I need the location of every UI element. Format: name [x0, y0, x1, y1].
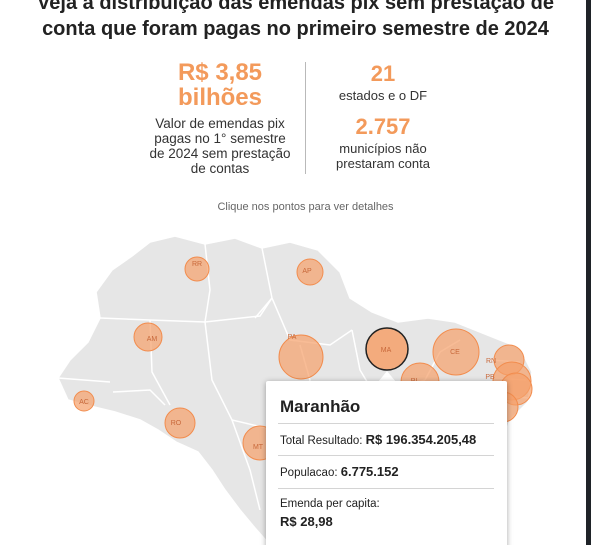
stat-municipalities-desc-line-2: prestaram conta: [336, 156, 430, 171]
bubble-label-ap: AP: [302, 268, 312, 275]
tooltip-total-label: Total Resultado:: [280, 435, 363, 447]
headline: Veja a distribuição das emendas pix sem …: [0, 0, 591, 42]
bubble-label-am: AM: [147, 336, 158, 343]
bubble-ma[interactable]: MA: [365, 327, 409, 371]
bubble-pa[interactable]: PA: [278, 334, 324, 380]
stat-states-value: 21: [370, 61, 396, 86]
stat-states-description: estados e o DF: [338, 88, 428, 103]
bubble-ac[interactable]: AC: [73, 390, 95, 412]
bubble-label-ac: AC: [79, 399, 89, 406]
stat-total-desc-line-1: Valor de emendas pix: [155, 116, 285, 131]
bubble-label-mt: MT: [253, 444, 264, 451]
stat-total-amount: R$ 3,85 bilhões Valor de emendas pix pag…: [135, 60, 305, 176]
stat-municipalities-description: municípios não prestaram conta: [318, 141, 448, 171]
tooltip-per-capita-value-row: R$ 28,98: [280, 514, 333, 529]
bubble-rr[interactable]: RR: [184, 256, 210, 282]
click-hint: Clique nos pontos para ver detalhes: [217, 201, 394, 213]
headline-line-2: conta que foram pagas no primeiro semest…: [42, 18, 549, 40]
bubble-label-ma: MA: [381, 347, 392, 354]
stats-divider: [305, 62, 306, 174]
bubble-label-ro: RO: [171, 420, 182, 427]
stat-total-value-line-2: bilhões: [177, 84, 262, 111]
tooltip-divider-3: [278, 488, 494, 489]
stat-municipalities-value: 2.757: [355, 114, 411, 139]
tooltip-total-value: R$ 196.354.205,48: [365, 432, 477, 447]
bubble-ce[interactable]: CE: [432, 328, 480, 376]
state-tooltip: Maranhão Total Resultado: R$ 196.354.205…: [266, 381, 507, 545]
scrollbar[interactable]: [586, 0, 591, 545]
tooltip-per-capita-label: Emenda per capita:: [280, 498, 380, 510]
stat-municipalities-desc-line-1: municípios não: [339, 141, 427, 156]
tooltip-population-row: Populacao: 6.775.152: [280, 464, 399, 479]
bubble-label-rn: RN: [486, 358, 496, 365]
stat-total-desc-line-4: de contas: [190, 161, 250, 176]
bubble-ro[interactable]: RO: [164, 407, 196, 439]
stat-total-value: R$ 3,85 bilhões: [135, 60, 305, 110]
bubble-label-ce: CE: [450, 349, 460, 356]
bubble-label-pb: PB: [485, 374, 495, 381]
tooltip-title: Maranhão: [280, 397, 361, 416]
headline-line-1: Veja a distribuição das emendas pix sem …: [37, 0, 554, 14]
tooltip-population-value: 6.775.152: [340, 464, 399, 479]
stat-states: 21 estados e o DF: [318, 61, 448, 104]
bubble-label-pa: PA: [288, 334, 297, 341]
stat-total-desc-line-2: pagas no 1° semestre: [154, 131, 286, 146]
stat-total-description: Valor de emendas pix pagas no 1° semestr…: [135, 116, 305, 176]
bubble-ap[interactable]: AP: [296, 258, 324, 286]
stat-total-value-line-1: R$ 3,85: [177, 59, 263, 86]
tooltip-divider-2: [278, 455, 494, 456]
tooltip-total-row: Total Resultado: R$ 196.354.205,48: [280, 432, 476, 447]
tooltip-pointer: [378, 371, 396, 382]
tooltip-divider-1: [278, 423, 494, 424]
bubble-am[interactable]: AM: [133, 322, 163, 352]
tooltip-population-label: Populacao:: [280, 467, 338, 479]
stat-municipalities: 2.757 municípios não prestaram conta: [318, 114, 448, 172]
bubble-label-rr: RR: [192, 261, 202, 268]
stat-total-desc-line-3: de 2024 sem prestação: [149, 146, 291, 161]
tooltip-per-capita-value: R$ 28,98: [280, 514, 333, 529]
